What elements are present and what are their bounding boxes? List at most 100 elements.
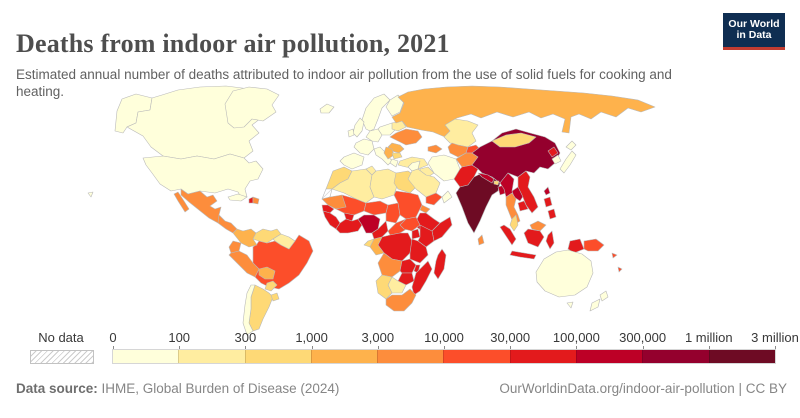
- country-japan[interactable]: [559, 150, 577, 174]
- footer-url-license[interactable]: OurWorldinData.org/indoor-air-pollution …: [499, 381, 787, 396]
- country-taiwan[interactable]: [543, 186, 551, 196]
- country-ivory-ghana[interactable]: [335, 218, 363, 234]
- country-cambodia[interactable]: [517, 200, 529, 212]
- legend-tick-mark: [113, 346, 114, 350]
- country-guyanas[interactable]: [272, 233, 296, 250]
- country-australia-tasmania[interactable]: [566, 301, 574, 309]
- country-malaysia[interactable]: [509, 214, 519, 232]
- country-ukraine[interactable]: [389, 128, 423, 146]
- legend-swatch-4[interactable]: [377, 350, 444, 363]
- legend-swatch-9[interactable]: [708, 350, 775, 363]
- country-senegal[interactable]: [321, 204, 335, 214]
- legend-swatch-1[interactable]: [178, 350, 245, 363]
- country-new-zealand-south[interactable]: [589, 298, 601, 312]
- country-namibia[interactable]: [375, 274, 393, 300]
- country-nepal[interactable]: [477, 172, 495, 184]
- country-vietnam[interactable]: [517, 170, 539, 214]
- country-central-america[interactable]: [217, 214, 238, 234]
- country-chad[interactable]: [385, 202, 401, 224]
- country-greece[interactable]: [389, 158, 399, 168]
- country-philippines-luzon[interactable]: [543, 196, 553, 208]
- legend-swatch-8[interactable]: [642, 350, 709, 363]
- country-tanzania[interactable]: [409, 238, 429, 264]
- country-mexico-baja[interactable]: [173, 191, 190, 213]
- owid-logo-line2: in Data: [736, 29, 772, 41]
- country-nigeria[interactable]: [357, 214, 381, 234]
- country-uganda[interactable]: [411, 228, 421, 240]
- legend-no-data-swatch[interactable]: [30, 350, 94, 364]
- country-haiti[interactable]: [248, 196, 254, 204]
- chart-subtitle: Estimated annual number of deaths attrib…: [16, 66, 672, 100]
- country-spain[interactable]: [339, 152, 365, 170]
- country-balkans[interactable]: [383, 146, 395, 160]
- country-dominican-republic[interactable]: [252, 196, 260, 205]
- country-bolivia[interactable]: [258, 266, 276, 280]
- country-zambia[interactable]: [399, 258, 417, 274]
- legend-color-bar[interactable]: [112, 349, 776, 364]
- legend-tick-label: 100,000: [552, 330, 600, 345]
- country-new-zealand-north[interactable]: [599, 290, 609, 302]
- country-zimbabwe[interactable]: [397, 272, 415, 286]
- country-indonesia-sulawesi[interactable]: [545, 230, 555, 250]
- country-south-korea[interactable]: [551, 154, 562, 165]
- country-japan-hokkaido[interactable]: [565, 140, 577, 151]
- country-france[interactable]: [353, 138, 375, 156]
- country-mongolia[interactable]: [491, 132, 537, 148]
- country-caucasus[interactable]: [427, 144, 443, 154]
- country-oman[interactable]: [441, 190, 453, 204]
- legend-swatch-0[interactable]: [113, 350, 179, 363]
- country-chile[interactable]: [242, 284, 256, 336]
- country-bulgaria[interactable]: [391, 152, 403, 160]
- country-eritrea[interactable]: [419, 204, 431, 214]
- country-sri-lanka[interactable]: [477, 234, 485, 246]
- country-indonesia-papua[interactable]: [567, 238, 585, 254]
- legend-tick-label: 100: [168, 330, 191, 345]
- country-philippines-mindanao[interactable]: [547, 208, 557, 220]
- legend-tick-mark: [775, 346, 776, 350]
- legend-swatch-3[interactable]: [310, 350, 378, 363]
- country-peru[interactable]: [228, 250, 260, 278]
- country-mozambique[interactable]: [411, 260, 433, 296]
- country-east-malaysia[interactable]: [529, 220, 547, 232]
- country-uruguay[interactable]: [270, 292, 280, 302]
- country-niger[interactable]: [363, 200, 389, 216]
- country-indonesia-kalimantan[interactable]: [523, 228, 545, 248]
- country-indonesia-sumatra[interactable]: [499, 224, 517, 246]
- country-south-africa[interactable]: [385, 288, 417, 312]
- country-papua-new-guinea[interactable]: [583, 238, 605, 252]
- owid-logo[interactable]: Our World in Data: [723, 13, 785, 50]
- country-uzbekistan-turkmenistan[interactable]: [447, 142, 469, 158]
- country-india[interactable]: [455, 172, 501, 234]
- country-vanuatu[interactable]: [617, 266, 623, 273]
- country-greenland[interactable]: [224, 86, 280, 129]
- legend-swatch-6[interactable]: [509, 350, 577, 363]
- legend-swatch-5[interactable]: [443, 350, 510, 363]
- country-angola[interactable]: [377, 252, 403, 278]
- legend-swatch-7[interactable]: [576, 350, 643, 363]
- country-madagascar[interactable]: [433, 248, 447, 280]
- legend-tick-label: 300,000: [619, 330, 667, 345]
- country-solomon-islands[interactable]: [611, 252, 618, 259]
- legend-tick-label: 300: [234, 330, 257, 345]
- country-iceland[interactable]: [319, 103, 335, 114]
- country-yemen[interactable]: [425, 192, 443, 206]
- country-libya[interactable]: [369, 168, 399, 200]
- country-ecuador[interactable]: [228, 240, 242, 254]
- country-usa-hawaii[interactable]: [87, 191, 94, 198]
- country-bhutan[interactable]: [493, 180, 500, 186]
- legend-swatch-2[interactable]: [244, 350, 311, 363]
- country-uk[interactable]: [352, 117, 365, 138]
- country-finland[interactable]: [385, 94, 405, 117]
- country-australia[interactable]: [535, 249, 594, 298]
- country-mexico[interactable]: [180, 188, 226, 224]
- country-saudi-arabia[interactable]: [407, 168, 441, 198]
- country-north-korea[interactable]: [547, 146, 559, 158]
- country-russia[interactable]: [391, 85, 656, 138]
- country-indonesia-java[interactable]: [509, 250, 537, 260]
- country-paraguay[interactable]: [264, 280, 278, 292]
- country-cuba[interactable]: [227, 193, 248, 202]
- legend-tick-mark: [179, 346, 181, 350]
- country-ireland[interactable]: [347, 128, 355, 138]
- country-usa[interactable]: [142, 153, 264, 200]
- country-kazakhstan[interactable]: [443, 118, 479, 148]
